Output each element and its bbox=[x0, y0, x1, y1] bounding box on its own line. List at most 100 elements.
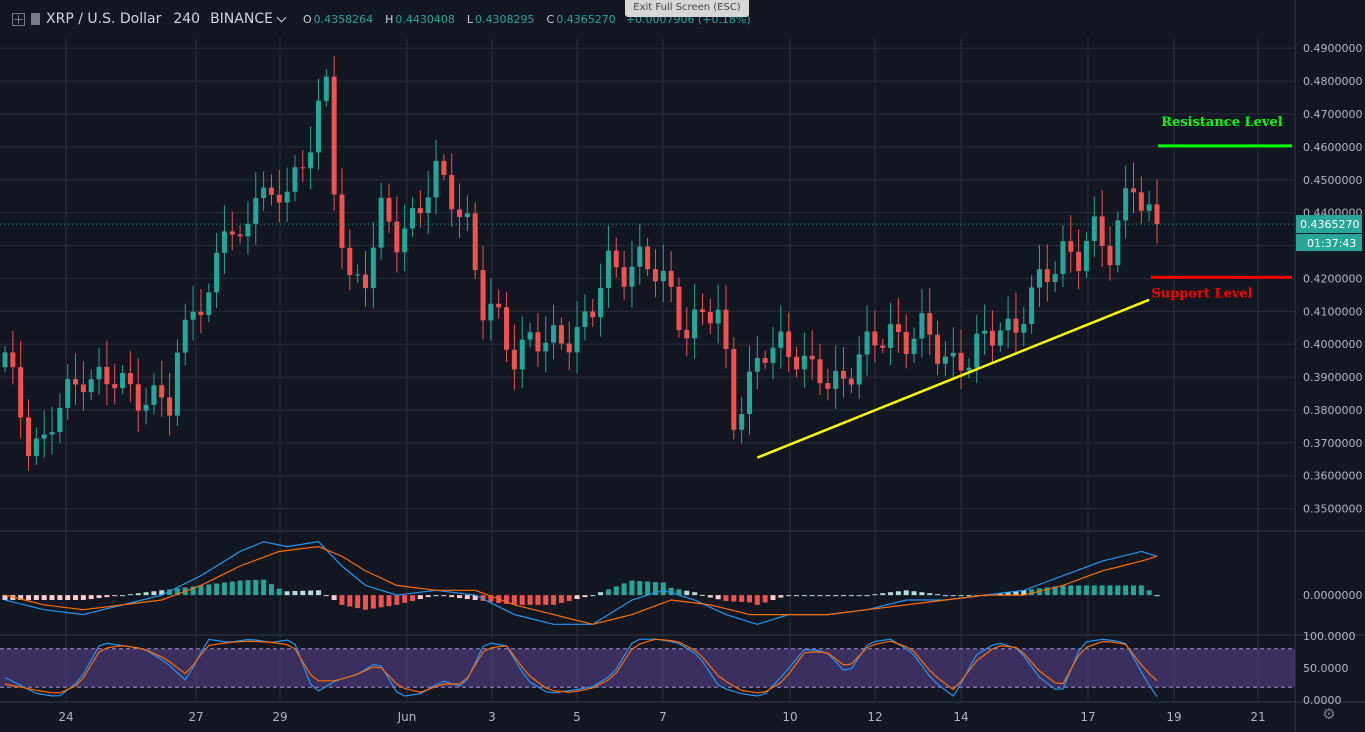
candle-body bbox=[182, 319, 188, 353]
macd-histogram-bar bbox=[18, 595, 24, 600]
candle-body bbox=[410, 208, 416, 229]
macd-histogram-bar bbox=[1115, 585, 1121, 596]
candle-body bbox=[464, 213, 470, 217]
macd-histogram-bar bbox=[519, 595, 525, 605]
macd-histogram-bar bbox=[315, 590, 321, 596]
settings-gear-icon[interactable]: ⚙ bbox=[1322, 705, 1336, 723]
series-square-icon bbox=[31, 13, 40, 25]
candle-body bbox=[457, 209, 463, 217]
macd-histogram-bar bbox=[41, 595, 47, 600]
macd-histogram-bar bbox=[754, 595, 760, 605]
macd-histogram-bar bbox=[652, 582, 658, 596]
last-price-value: 0.4365270 bbox=[1300, 218, 1360, 231]
symbol-name[interactable]: XRP / U.S. Dollar bbox=[46, 11, 162, 27]
candle-body bbox=[1138, 192, 1144, 211]
y-tick-label: 0.3500000 bbox=[1303, 503, 1363, 516]
x-tick-label: 14 bbox=[953, 710, 968, 724]
macd-histogram-bar bbox=[895, 591, 901, 596]
macd-histogram-bar bbox=[668, 587, 674, 596]
macd-histogram-bar bbox=[966, 595, 972, 597]
candle-body bbox=[558, 325, 564, 344]
candle-body bbox=[300, 167, 306, 169]
candle-body bbox=[315, 100, 321, 153]
candle-body bbox=[1115, 220, 1121, 266]
candle-body bbox=[895, 324, 901, 332]
dropdown-chevron-icon[interactable] bbox=[276, 12, 287, 23]
chart-header: XRP / U.S. Dollar 240 BINANCE O 0.4358264… bbox=[0, 0, 1295, 38]
macd-histogram-bar bbox=[582, 595, 588, 598]
candle-body bbox=[919, 313, 925, 339]
close-value: 0.4365270 bbox=[556, 12, 616, 26]
stoch-band bbox=[0, 648, 1295, 688]
macd-histogram-bar bbox=[2, 595, 8, 600]
stoch-axis-label: 50.0000 bbox=[1303, 662, 1349, 675]
x-tick-label: 5 bbox=[573, 710, 581, 724]
candle-body bbox=[582, 311, 588, 328]
candle-body bbox=[817, 359, 823, 384]
signal-line bbox=[4, 545, 1158, 625]
macd-histogram-bar bbox=[229, 581, 235, 596]
macd-histogram-bar bbox=[739, 595, 745, 602]
high-label: H bbox=[385, 12, 394, 26]
macd-histogram-bar bbox=[809, 595, 815, 597]
candle-body bbox=[621, 267, 627, 287]
candle-body bbox=[880, 345, 886, 348]
add-symbol-icon[interactable] bbox=[12, 12, 25, 26]
candle-body bbox=[605, 250, 611, 288]
macd-histogram-bar bbox=[300, 590, 306, 596]
candle-body bbox=[543, 342, 549, 352]
y-tick-label: 0.4200000 bbox=[1303, 272, 1363, 285]
exit-fullscreen-banner[interactable]: Exit Full Screen (ESC) bbox=[625, 0, 749, 17]
candle-body bbox=[96, 366, 102, 380]
candle-body bbox=[1005, 318, 1011, 331]
y-tick-label: 0.3900000 bbox=[1303, 371, 1363, 384]
candle-body bbox=[1091, 216, 1097, 241]
candle-body bbox=[825, 383, 831, 389]
macd-histogram-bar bbox=[841, 595, 847, 597]
candle-body bbox=[527, 332, 533, 340]
macd-histogram-bar bbox=[80, 595, 86, 600]
candle-body bbox=[746, 371, 752, 414]
candle-body bbox=[598, 287, 604, 318]
candle-body bbox=[1123, 188, 1129, 221]
open-label: O bbox=[302, 12, 312, 26]
macd-histogram-bar bbox=[174, 588, 180, 596]
candle-body bbox=[1021, 324, 1027, 333]
y-tick-label: 0.4800000 bbox=[1303, 75, 1363, 88]
macd-histogram-bar bbox=[605, 589, 611, 596]
macd-histogram-bar bbox=[1138, 585, 1144, 596]
macd-histogram-bar bbox=[1154, 595, 1160, 597]
interval-label[interactable]: 240 bbox=[173, 11, 201, 27]
candle-body bbox=[394, 221, 400, 253]
macd-histogram-bar bbox=[504, 595, 510, 604]
y-tick-label: 0.3700000 bbox=[1303, 437, 1363, 450]
y-tick-label: 0.4700000 bbox=[1303, 108, 1363, 121]
macd-histogram-bar bbox=[308, 590, 314, 596]
candle-body bbox=[699, 309, 705, 312]
x-tick-label: 21 bbox=[1250, 710, 1265, 724]
stoch-d-line bbox=[4, 638, 1158, 694]
macd-histogram-bar bbox=[911, 591, 917, 596]
candle-body bbox=[927, 313, 933, 335]
candle-body bbox=[903, 331, 909, 355]
candle-body bbox=[18, 367, 24, 418]
candle-body bbox=[292, 167, 298, 192]
candle-body bbox=[284, 191, 290, 203]
macd-histogram-bar bbox=[1044, 587, 1050, 596]
macd-histogram-bar bbox=[135, 593, 141, 596]
candle-body bbox=[1099, 216, 1105, 247]
candle-body bbox=[504, 307, 510, 350]
candle-body bbox=[942, 356, 948, 364]
macd-histogram-bar bbox=[1060, 585, 1066, 596]
macd-histogram-bar bbox=[253, 579, 259, 596]
candle-body bbox=[214, 252, 220, 293]
macd-histogram-bar bbox=[566, 595, 572, 601]
macd-histogram-bar bbox=[645, 581, 651, 596]
macd-histogram-bar bbox=[284, 591, 290, 596]
candle-body bbox=[198, 311, 204, 315]
candle-body bbox=[339, 194, 345, 248]
candle-body bbox=[41, 434, 47, 439]
macd-histogram-bar bbox=[833, 595, 839, 597]
